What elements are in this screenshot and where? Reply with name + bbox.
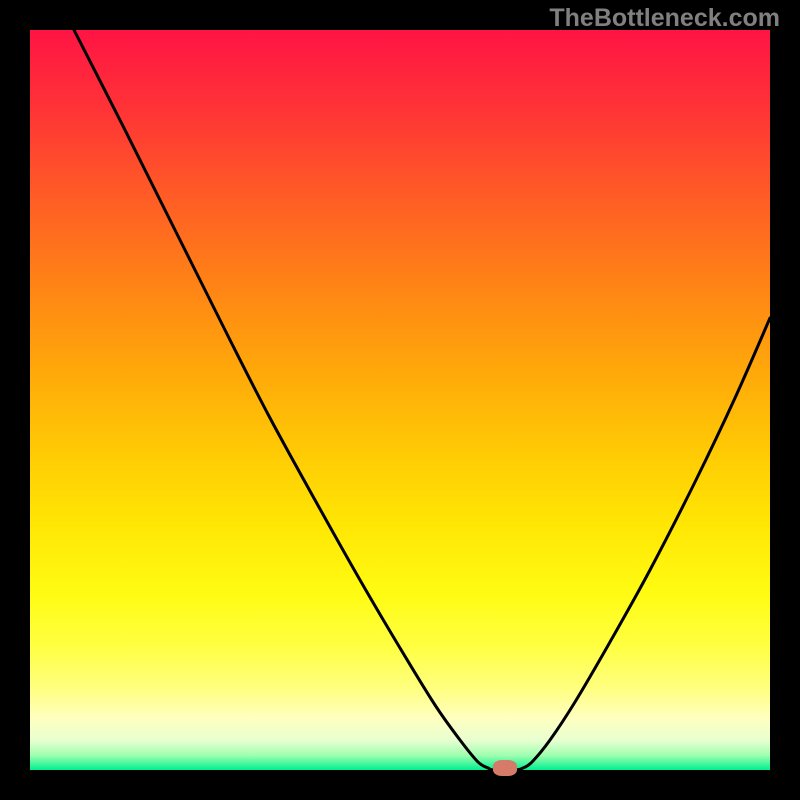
plot-area	[30, 30, 770, 770]
bottleneck-curve	[30, 30, 770, 770]
watermark-text: TheBottleneck.com	[549, 4, 780, 33]
chart-frame	[0, 0, 800, 800]
minimum-marker	[493, 760, 517, 776]
